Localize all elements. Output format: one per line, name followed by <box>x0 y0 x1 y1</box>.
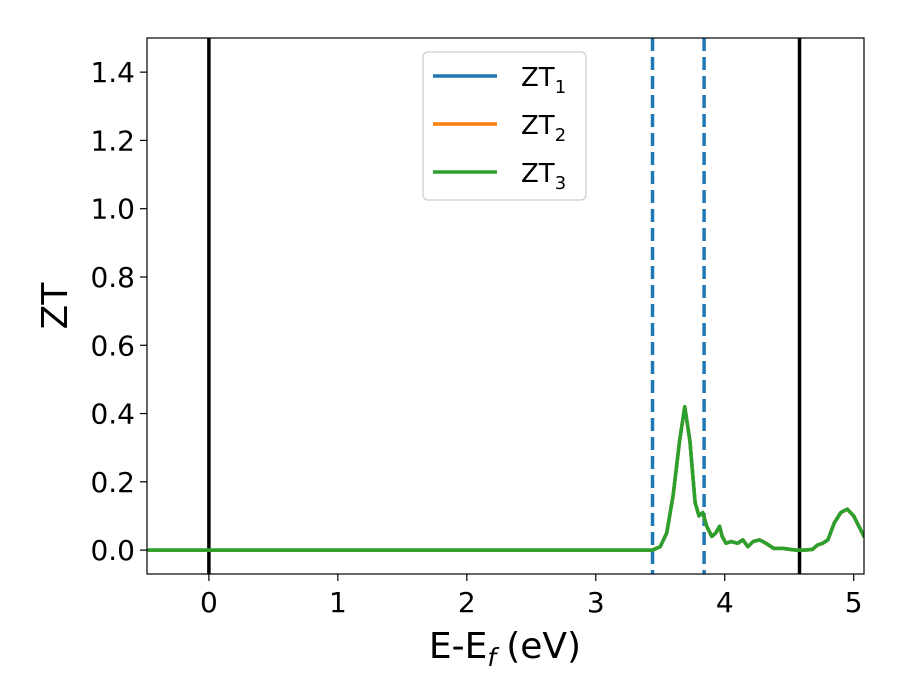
y-tick-label: 0.6 <box>90 329 135 362</box>
plot-frame <box>146 37 865 575</box>
x-axis-label: E-Ef (eV) <box>429 626 581 672</box>
y-axis-label: ZT <box>35 282 76 330</box>
x-tick-label: 3 <box>587 586 605 619</box>
y-axis-ticks: 0.0 0.2 0.4 0.6 0.8 1.0 1.2 1.4 <box>90 56 147 567</box>
y-tick-label: 0.4 <box>90 398 135 431</box>
y-tick-label: 0.8 <box>90 261 135 294</box>
y-tick-label: 1.4 <box>90 56 135 89</box>
x-tick-label: 4 <box>716 586 734 619</box>
x-tick-label: 0 <box>200 586 218 619</box>
y-tick-label: 0.2 <box>90 466 135 499</box>
series-lines <box>147 404 864 552</box>
x-tick-label: 5 <box>845 586 863 619</box>
series-line-3 <box>147 404 864 552</box>
legend-label-2: ZT2 <box>521 111 566 146</box>
legend-label-1: ZT1 <box>521 63 566 98</box>
x-axis-ticks: 0 1 2 3 4 5 <box>200 574 863 619</box>
vertical-reference-lines <box>207 38 802 574</box>
x-tick-label: 1 <box>329 586 347 619</box>
y-tick-label: 0.0 <box>90 534 135 567</box>
y-tick-label: 1.2 <box>90 124 135 157</box>
legend-label-3: ZT3 <box>521 159 566 194</box>
legend-box <box>422 51 587 201</box>
x-tick-label: 2 <box>458 586 476 619</box>
legend: ZT1 ZT2 ZT3 <box>422 51 587 201</box>
y-tick-label: 1.0 <box>90 193 135 226</box>
